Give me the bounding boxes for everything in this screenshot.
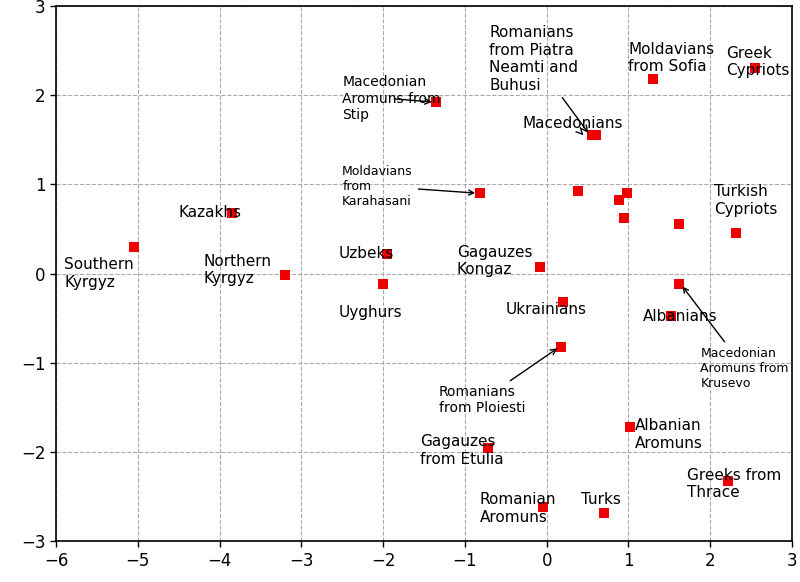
Point: [749, 63, 762, 73]
Text: Macedonians: Macedonians: [522, 116, 622, 134]
Text: Gagauzes
Kongaz: Gagauzes Kongaz: [457, 245, 532, 278]
Text: Macedonian
Aromuns from
Stip: Macedonian Aromuns from Stip: [342, 76, 441, 122]
Text: Romanians
from Piatra
Neamti and
Buhusi: Romanians from Piatra Neamti and Buhusi: [490, 26, 587, 132]
Text: Moldavians
from Sofia: Moldavians from Sofia: [629, 41, 714, 74]
Point: [665, 312, 678, 321]
Point: [612, 196, 625, 205]
Point: [673, 220, 686, 229]
Text: Uzbeks: Uzbeks: [338, 246, 394, 261]
Text: Albanian
Aromuns: Albanian Aromuns: [635, 418, 703, 450]
Point: [127, 242, 140, 251]
Point: [278, 271, 291, 280]
Point: [598, 508, 610, 517]
Point: [590, 130, 602, 140]
Text: Ukrainians: Ukrainians: [506, 302, 586, 317]
Point: [571, 187, 584, 196]
Text: Northern
Kyrgyz: Northern Kyrgyz: [203, 254, 271, 286]
Point: [474, 189, 486, 198]
Text: Romanian
Aromuns: Romanian Aromuns: [480, 492, 556, 524]
Text: Albanians: Albanians: [643, 309, 718, 324]
Text: Greeks from
Thrace: Greeks from Thrace: [687, 468, 782, 501]
Point: [557, 297, 570, 307]
Point: [621, 189, 634, 198]
Text: Macedonian
Aromuns from
Krusevo: Macedonian Aromuns from Krusevo: [683, 288, 789, 390]
Point: [430, 98, 442, 107]
Text: Gagauzes
from Etulia: Gagauzes from Etulia: [420, 434, 503, 467]
Point: [381, 249, 394, 258]
Point: [534, 262, 546, 272]
Point: [482, 443, 494, 452]
Point: [555, 342, 568, 352]
Text: Greek
Cypriots: Greek Cypriots: [726, 46, 790, 79]
Text: Southern
Kyrgyz: Southern Kyrgyz: [64, 257, 134, 290]
Text: Moldavians
from
Karahasani: Moldavians from Karahasani: [342, 165, 474, 208]
Point: [646, 74, 659, 84]
Point: [722, 476, 734, 485]
Point: [618, 214, 630, 223]
Point: [730, 229, 742, 238]
Text: Kazakhs: Kazakhs: [178, 205, 242, 221]
Text: Romanians
from Ploiesti: Romanians from Ploiesti: [438, 349, 556, 416]
Text: Uyghurs: Uyghurs: [338, 305, 402, 320]
Point: [586, 130, 598, 140]
Point: [536, 503, 549, 512]
Text: Turkish
Cypriots: Turkish Cypriots: [714, 184, 778, 217]
Point: [624, 423, 637, 432]
Point: [673, 279, 686, 289]
Point: [226, 208, 238, 218]
Text: Turks: Turks: [581, 492, 621, 507]
Point: [377, 279, 390, 289]
